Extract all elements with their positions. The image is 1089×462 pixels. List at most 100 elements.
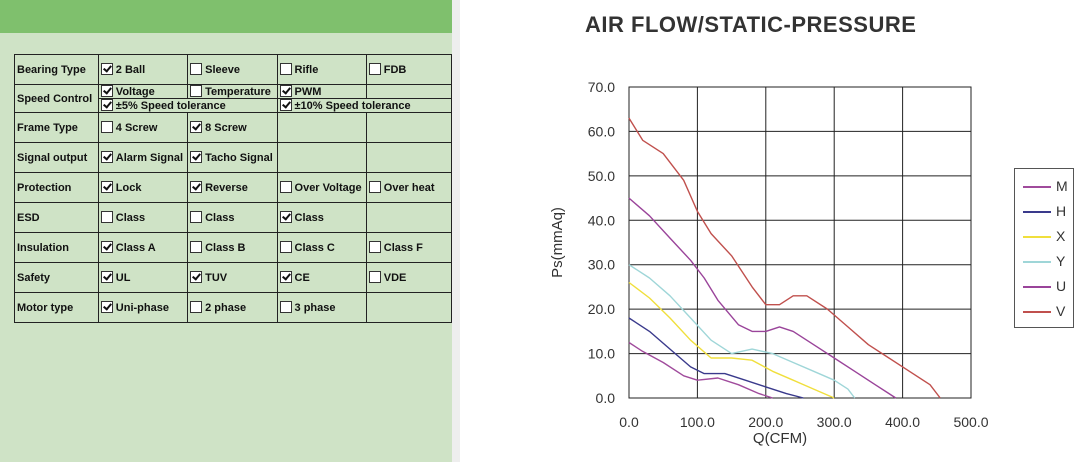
spec-option-label: Temperature <box>205 86 271 98</box>
spec-option: UL <box>97 262 189 293</box>
spec-option <box>365 292 453 323</box>
unchecked-checkbox-icon <box>279 241 292 253</box>
spec-option: Class <box>187 202 278 233</box>
spec-option: PWM <box>276 84 367 99</box>
spec-option-label: Class <box>294 212 324 224</box>
y-tick-label: 70.0 <box>588 79 615 95</box>
unchecked-checkbox-icon <box>190 241 203 253</box>
spec-option: Class A <box>97 232 189 263</box>
series-line-y <box>628 264 856 399</box>
unchecked-checkbox-icon <box>279 63 292 75</box>
legend-swatch <box>1023 211 1051 213</box>
spec-option-label: Voltage <box>115 86 155 98</box>
x-tick-label: 400.0 <box>885 414 920 430</box>
spec-option: Class <box>97 202 189 233</box>
spec-row-label: Bearing Type <box>14 54 99 85</box>
series-line-m <box>628 341 773 399</box>
spec-option-label: UL <box>115 272 131 284</box>
spec-option-label: Class F <box>383 242 423 254</box>
spec-option: 4 Screw <box>97 112 189 143</box>
y-tick-label: 30.0 <box>588 257 615 273</box>
spec-option-label: 4 Screw <box>115 122 158 134</box>
unchecked-checkbox-icon <box>190 63 203 75</box>
spec-option-label: 2 Ball <box>115 64 146 76</box>
spec-option <box>365 84 453 99</box>
unchecked-checkbox-icon <box>190 85 203 97</box>
checked-checkbox-icon <box>100 241 113 253</box>
spec-row: Signal output Alarm Signal Tacho Signal <box>14 142 453 173</box>
spec-option-label: CE <box>294 272 310 284</box>
checked-checkbox-icon <box>279 211 292 223</box>
y-tick-label: 10.0 <box>588 346 615 362</box>
checked-checkbox-icon <box>279 99 292 111</box>
spec-option-label: ±10% Speed tolerance <box>294 100 411 112</box>
spec-option-label: Tacho Signal <box>205 152 273 164</box>
y-tick-label: 40.0 <box>588 212 615 228</box>
x-tick-label: 500.0 <box>953 414 988 430</box>
spec-row-label: Protection <box>14 172 99 203</box>
spec-option-label: Class C <box>294 242 335 254</box>
spec-row: Motor type Uni-phase 2 phase 3 phase <box>14 292 453 323</box>
spec-option: 2 Ball <box>97 54 189 85</box>
checked-checkbox-icon <box>190 121 203 133</box>
spec-header-bar <box>0 0 452 33</box>
spec-row: Safety UL TUV CE VDE <box>14 262 453 293</box>
spec-option-label: Class A <box>115 242 156 254</box>
spec-row: ESD Class Class Class <box>14 202 453 233</box>
spec-option: 8 Screw <box>187 112 278 143</box>
x-axis-label: Q(CFM) <box>753 430 807 447</box>
checked-checkbox-icon <box>100 85 113 97</box>
legend-label: M <box>1056 178 1068 194</box>
spec-option-label: Over Voltage <box>294 182 362 194</box>
spec-option: ±10% Speed tolerance <box>276 98 453 113</box>
spec-option-label: 8 Screw <box>205 122 247 134</box>
unchecked-checkbox-icon <box>279 181 292 193</box>
unchecked-checkbox-icon <box>368 181 381 193</box>
spec-row-label: Signal output <box>14 142 99 173</box>
unchecked-checkbox-icon <box>190 211 203 223</box>
spec-option <box>365 142 453 173</box>
spec-option: Temperature <box>187 84 278 99</box>
spec-panel: Bearing Type 2 Ball Sleeve Rifle FDB Speed Co… <box>0 0 453 462</box>
spec-option-label: Class <box>205 212 235 224</box>
spec-option: Over Voltage <box>276 172 367 203</box>
spec-option-label: 3 phase <box>294 302 336 314</box>
legend-label: Y <box>1056 253 1066 269</box>
panel-divider <box>452 0 460 462</box>
spec-row: ±5% Speed tolerance ±10% Speed tolerance <box>15 98 453 113</box>
unchecked-checkbox-icon <box>368 63 381 75</box>
checked-checkbox-icon <box>190 181 203 193</box>
spec-option: Sleeve <box>187 54 278 85</box>
spec-option: CE <box>276 262 367 293</box>
spec-option-label: Reverse <box>205 182 248 194</box>
legend-swatch <box>1023 236 1051 238</box>
spec-option: Rifle <box>276 54 367 85</box>
spec-option-label: VDE <box>383 272 407 284</box>
spec-option-label: Lock <box>115 182 142 194</box>
unchecked-checkbox-icon <box>100 121 113 133</box>
checked-checkbox-icon <box>100 63 113 75</box>
spec-option-label: PWM <box>294 86 322 98</box>
legend-swatch <box>1023 311 1051 313</box>
spec-option-label: Rifle <box>294 64 319 76</box>
spec-option <box>365 112 453 143</box>
series-line-x <box>628 281 835 399</box>
spec-option: Class <box>276 202 367 233</box>
legend-label: X <box>1056 228 1066 244</box>
spec-option: 3 phase <box>276 292 367 323</box>
spec-option: Uni-phase <box>97 292 189 323</box>
spec-option: Class F <box>365 232 453 263</box>
spec-row-label: ESD <box>14 202 99 233</box>
spec-row: Frame Type 4 Screw 8 Screw <box>14 112 453 143</box>
unchecked-checkbox-icon <box>279 301 292 313</box>
unchecked-checkbox-icon <box>190 301 203 313</box>
legend-item: X <box>1023 225 1073 249</box>
spec-row: Insulation Class A Class B Class C Class F <box>14 232 453 263</box>
checked-checkbox-icon <box>100 151 113 163</box>
checked-checkbox-icon <box>100 181 113 193</box>
legend-item: Y <box>1023 250 1073 274</box>
spec-option <box>276 112 367 143</box>
spec-row-label: Safety <box>14 262 99 293</box>
checked-checkbox-icon <box>190 271 203 283</box>
legend-label: H <box>1056 203 1067 219</box>
